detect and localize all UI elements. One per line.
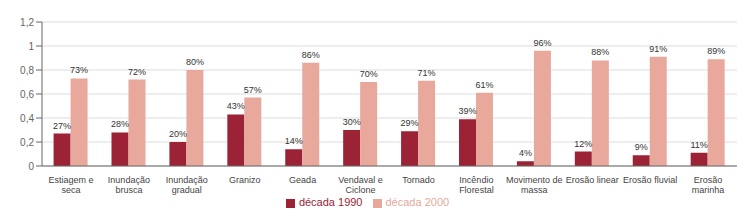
svg-text:Estiagem eseca: Estiagem eseca <box>48 175 93 195</box>
svg-text:91%: 91% <box>649 44 667 54</box>
svg-text:Inundaçãogradual: Inundaçãogradual <box>166 175 208 195</box>
svg-text:39%: 39% <box>458 106 476 116</box>
svg-text:0,2: 0,2 <box>20 137 34 148</box>
svg-text:43%: 43% <box>227 101 245 111</box>
html-text:década 1990: década 1990 <box>298 196 363 208</box>
svg-text:73%: 73% <box>70 65 88 75</box>
svg-text:IncêndioFlorestal: IncêndioFlorestal <box>459 175 494 195</box>
svg-text:Erosãomarinha: Erosãomarinha <box>692 175 725 195</box>
svg-text:Erosão fluvial: Erosão fluvial <box>623 175 677 185</box>
svg-text:29%: 29% <box>401 118 419 128</box>
svg-text:Movimento demassa: Movimento demassa <box>506 175 563 195</box>
svg-text:0,4: 0,4 <box>20 113 34 124</box>
svg-text:1,2: 1,2 <box>20 17 34 28</box>
html-text:década 2000: década 2000 <box>385 196 450 208</box>
svg-text:11%: 11% <box>690 140 707 150</box>
svg-text:71%: 71% <box>418 68 436 78</box>
svg-text:88%: 88% <box>591 47 609 57</box>
svg-text:Geada: Geada <box>289 175 316 185</box>
svg-text:12%: 12% <box>574 139 592 149</box>
svg-text:96%: 96% <box>533 38 551 48</box>
svg-text:89%: 89% <box>707 46 725 56</box>
svg-text:57%: 57% <box>244 85 262 95</box>
svg-text:72%: 72% <box>128 67 146 77</box>
svg-text:0: 0 <box>28 161 34 172</box>
svg-text:Vendaval eCiclone: Vendaval eCiclone <box>338 175 383 195</box>
svg-text:4%: 4% <box>519 148 532 158</box>
svg-text:61%: 61% <box>475 80 493 90</box>
svg-text:86%: 86% <box>302 50 320 60</box>
svg-text:0,6: 0,6 <box>20 89 34 100</box>
svg-text:14%: 14% <box>285 136 303 146</box>
svg-text:Inundaçãobrusca: Inundaçãobrusca <box>108 175 150 195</box>
svg-text:27%: 27% <box>53 121 71 131</box>
svg-text:30%: 30% <box>343 117 361 127</box>
svg-text:1: 1 <box>28 41 34 52</box>
svg-text:20%: 20% <box>169 129 187 139</box>
svg-text:Granizo: Granizo <box>229 175 261 185</box>
svg-text:28%: 28% <box>111 119 129 129</box>
svg-text:80%: 80% <box>186 57 204 67</box>
svg-text:9%: 9% <box>635 142 648 152</box>
svg-text:0,8: 0,8 <box>20 65 34 76</box>
svg-text:Tornado: Tornado <box>402 175 435 185</box>
svg-text:70%: 70% <box>360 69 378 79</box>
svg-text:Erosão linear: Erosão linear <box>566 175 619 185</box>
